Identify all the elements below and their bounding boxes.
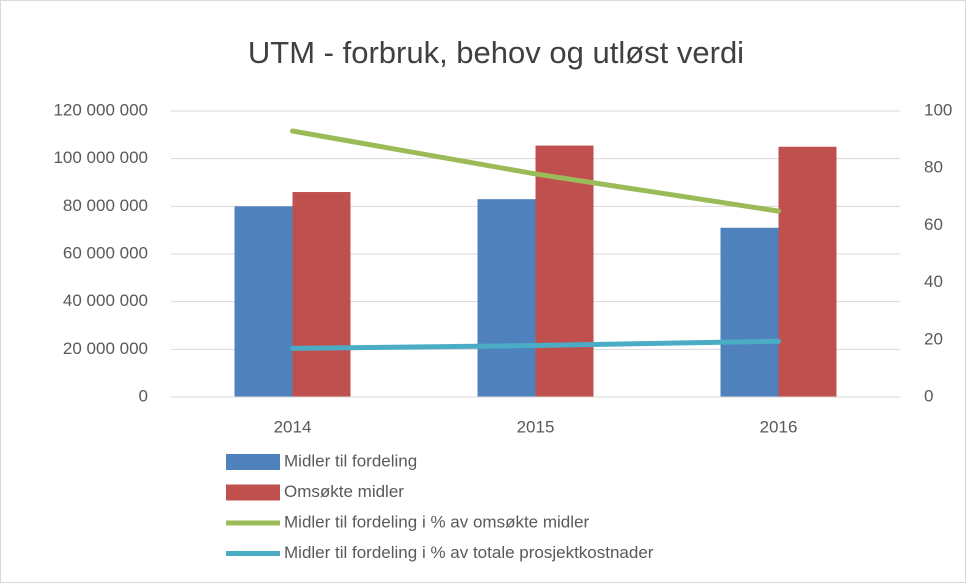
bar [720, 227, 779, 397]
legend-label: Omsøkte midler [284, 482, 404, 501]
line-series [290, 338, 781, 351]
y-tick-label: 40 000 000 [63, 291, 148, 310]
bar [234, 206, 293, 397]
y-tick-label: 100 000 000 [53, 148, 148, 167]
y2-tick-label: 60 [924, 215, 943, 234]
legend-label: Midler til fordeling i % av totale prosj… [284, 543, 654, 562]
legend-swatch [226, 454, 280, 470]
y2-tick-label: 0 [924, 386, 933, 405]
legend-label: Midler til fordeling i % av omsøkte midl… [284, 512, 589, 531]
y-tick-label: 80 000 000 [63, 196, 148, 215]
bar [535, 145, 594, 397]
chart-title: UTM - forbruk, behov og utløst verdi [248, 35, 744, 70]
legend-swatch [226, 484, 280, 501]
y-tick-label: 0 [139, 386, 148, 405]
line-series [290, 128, 781, 214]
legend-label: Midler til fordeling [284, 451, 417, 470]
y-tick-label: 120 000 000 [53, 100, 148, 119]
bar [778, 146, 837, 397]
x-tick-label: 2014 [274, 417, 312, 436]
bar [477, 199, 536, 397]
y2-tick-label: 100 [924, 100, 952, 119]
bar [292, 192, 351, 397]
y2-tick-label: 40 [924, 272, 943, 291]
y2-tick-label: 20 [924, 329, 943, 348]
x-tick-label: 2015 [517, 417, 555, 436]
x-tick-label: 2016 [760, 417, 798, 436]
y-tick-label: 20 000 000 [63, 339, 148, 358]
y-tick-label: 60 000 000 [63, 243, 148, 262]
y2-tick-label: 80 [924, 158, 943, 177]
